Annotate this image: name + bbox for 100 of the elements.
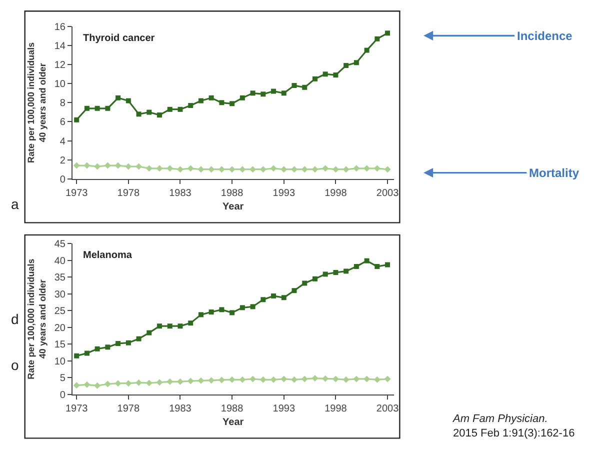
point <box>136 379 142 386</box>
point <box>280 166 288 173</box>
x-tick-label: 1983 <box>169 403 192 414</box>
x-tick-label: 1988 <box>220 188 244 199</box>
y-tick-label: 30 <box>54 289 66 300</box>
point <box>322 165 329 172</box>
point <box>281 90 286 96</box>
point <box>187 378 194 384</box>
point <box>322 72 328 77</box>
point <box>114 162 122 169</box>
x-tick-label: 1988 <box>220 403 244 414</box>
point <box>84 106 90 111</box>
point <box>332 166 339 173</box>
point <box>84 162 90 169</box>
point <box>198 312 204 318</box>
point <box>157 112 162 118</box>
x-axis-title: Year <box>222 201 244 212</box>
point <box>84 350 90 356</box>
point <box>136 112 142 117</box>
point <box>136 163 142 170</box>
point <box>342 166 350 173</box>
point <box>280 376 288 382</box>
point <box>240 95 245 100</box>
point <box>114 380 122 387</box>
text: Mortality <box>529 166 580 180</box>
point <box>354 264 359 269</box>
point <box>384 376 391 382</box>
point <box>260 92 266 97</box>
y-tick-label: 10 <box>54 356 66 368</box>
y-tick-label: 5 <box>60 373 66 384</box>
point <box>218 166 225 173</box>
point <box>146 165 152 172</box>
point <box>176 166 184 173</box>
x-tick-label: 2003 <box>376 403 400 414</box>
x-tick-label: 1978 <box>117 188 140 199</box>
point <box>344 268 349 274</box>
point <box>260 297 266 302</box>
y-tick-label: 25 <box>54 306 66 318</box>
point <box>208 377 215 384</box>
text: d <box>11 311 19 327</box>
text: a <box>11 196 19 212</box>
text: o <box>11 357 19 373</box>
point <box>271 88 276 94</box>
point <box>374 165 380 172</box>
point <box>166 378 174 385</box>
point <box>94 106 100 111</box>
point <box>250 304 256 310</box>
point <box>178 324 183 329</box>
y-tick-label: 45 <box>54 239 66 250</box>
point <box>84 381 90 388</box>
point <box>94 382 101 389</box>
y-tick-label: 8 <box>60 98 66 110</box>
x-axis-title: Year <box>222 416 244 428</box>
point <box>312 76 318 82</box>
point <box>230 101 235 106</box>
y-tick-label: 20 <box>54 322 66 334</box>
point <box>271 293 276 298</box>
text: Thyroid cancer <box>83 33 155 44</box>
x-tick-label: 1998 <box>324 188 348 199</box>
point <box>198 166 204 173</box>
text: Incidence <box>517 29 573 43</box>
point <box>260 166 266 173</box>
point <box>126 98 131 104</box>
point <box>333 270 338 276</box>
point <box>136 336 142 342</box>
point <box>353 376 360 382</box>
point <box>250 90 256 96</box>
point <box>292 288 297 294</box>
point <box>301 166 308 173</box>
point <box>125 380 132 387</box>
x-tick-label: 1998 <box>324 403 348 414</box>
point <box>353 165 360 172</box>
point <box>374 264 380 269</box>
x-tick-label: 1973 <box>65 188 88 199</box>
y-tick-label: 14 <box>54 41 66 52</box>
y-tick-label: 0 <box>60 390 66 401</box>
y-tick-label: 15 <box>54 340 66 351</box>
point <box>105 106 110 111</box>
point <box>146 380 152 386</box>
y-tick-label: 40 <box>54 256 66 267</box>
point <box>342 376 350 383</box>
x-tick-label: 1993 <box>272 188 296 199</box>
point <box>208 310 214 315</box>
y-tick-label: 10 <box>54 79 66 90</box>
x-tick-label: 2003 <box>376 188 400 199</box>
point <box>374 376 380 383</box>
point <box>126 340 131 346</box>
y-tick-label: 6 <box>60 117 66 128</box>
point <box>146 110 152 115</box>
point <box>250 376 256 382</box>
point <box>364 376 370 382</box>
y-tick-label: 4 <box>60 136 66 148</box>
point <box>384 166 391 173</box>
point <box>240 305 245 310</box>
point <box>302 84 308 90</box>
point <box>385 30 390 36</box>
point <box>322 375 329 382</box>
point <box>74 117 80 122</box>
point <box>344 63 349 68</box>
point <box>208 95 214 100</box>
